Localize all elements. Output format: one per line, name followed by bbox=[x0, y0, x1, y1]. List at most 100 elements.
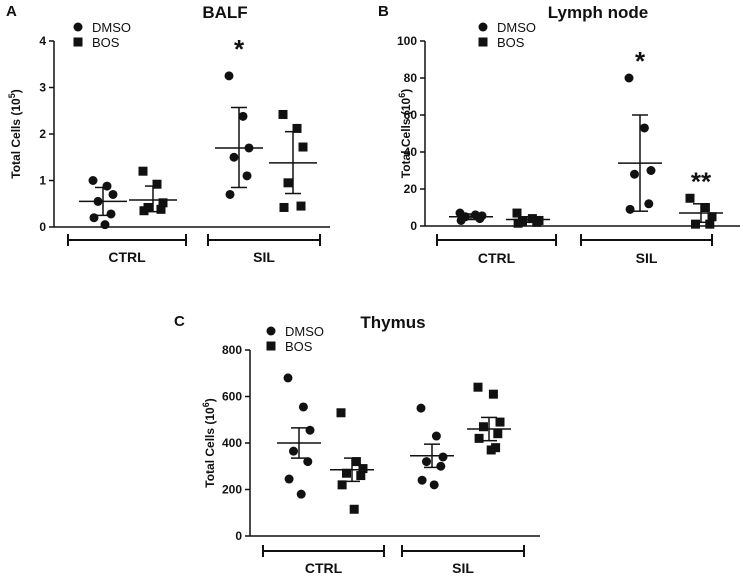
y-axis-label-close: ) bbox=[9, 89, 23, 93]
series-bos-ctrl bbox=[129, 166, 177, 216]
chart-title: Lymph node bbox=[548, 3, 648, 22]
series-dmso-sil bbox=[410, 403, 454, 490]
data-point-square bbox=[700, 203, 710, 212]
legend-marker-square bbox=[266, 341, 276, 351]
data-point-square bbox=[156, 204, 166, 214]
data-point-circle bbox=[639, 123, 649, 133]
data-point-circle bbox=[475, 214, 485, 224]
data-point-square bbox=[473, 382, 483, 392]
y-axis-label-exponent: 6 bbox=[201, 402, 211, 407]
y-axis-label-text: Total Cells bbox=[9, 119, 23, 179]
panel-c: C Thymus 0 200 400 600 800 Total Cells (106) DMS… bbox=[174, 313, 540, 576]
legend-marker-circle bbox=[266, 326, 276, 336]
data-point-square bbox=[351, 457, 361, 467]
y-tick-label: 800 bbox=[222, 343, 242, 357]
data-point-square bbox=[513, 218, 523, 228]
y-tick-label: 2 bbox=[39, 127, 46, 141]
group-label: CTRL bbox=[305, 560, 343, 576]
y-axis-label-paren: (10 bbox=[203, 407, 217, 428]
data-point-circle bbox=[225, 189, 235, 199]
legend-marker-square bbox=[73, 37, 83, 47]
y-tick-label: 40 bbox=[404, 145, 418, 159]
legend-marker-square bbox=[478, 37, 488, 47]
legend-label: BOS bbox=[285, 339, 313, 354]
y-axis-label: Total Cells (106) bbox=[201, 398, 217, 488]
y-axis-label-text: Total Cells bbox=[399, 118, 413, 178]
y-axis-label-paren: (10 bbox=[9, 98, 23, 119]
data-point-circle bbox=[89, 213, 99, 223]
group-label: CTRL bbox=[478, 250, 516, 266]
legend-label: DMSO bbox=[285, 324, 324, 339]
y-tick-label: 20 bbox=[404, 182, 418, 196]
data-point-square bbox=[337, 480, 347, 490]
data-point-square bbox=[491, 443, 501, 453]
data-point-circle bbox=[438, 452, 448, 462]
series-dmso-ctrl bbox=[277, 373, 321, 499]
legend-label: BOS bbox=[497, 35, 525, 50]
data-point-square bbox=[479, 422, 488, 432]
data-point-square bbox=[474, 433, 484, 443]
data-point-circle bbox=[106, 209, 116, 219]
data-point-square bbox=[342, 468, 351, 478]
data-point-circle bbox=[284, 474, 294, 484]
series-dmso-ctrl bbox=[449, 208, 493, 225]
data-point-circle bbox=[100, 220, 110, 230]
data-point-square bbox=[158, 198, 168, 208]
data-point-circle bbox=[646, 166, 656, 175]
series-dmso-sil: * bbox=[618, 46, 662, 214]
chart-title: BALF bbox=[202, 3, 247, 22]
y-tick-label: 4 bbox=[39, 34, 46, 48]
data-point-square bbox=[138, 166, 148, 176]
data-point-square bbox=[705, 219, 715, 229]
data-point-square bbox=[512, 208, 522, 218]
y-tick-label: 400 bbox=[222, 436, 242, 450]
series-bos-sil bbox=[467, 382, 511, 455]
data-point-circle bbox=[238, 111, 248, 121]
data-point-circle bbox=[229, 152, 239, 162]
series-bos-ctrl bbox=[506, 208, 550, 228]
y-axis-label-close: ) bbox=[203, 398, 217, 402]
data-point-square bbox=[278, 109, 288, 119]
group-label: SIL bbox=[253, 249, 275, 265]
group-label: SIL bbox=[452, 560, 474, 576]
legend-marker-circle bbox=[478, 22, 488, 32]
panel-letter: B bbox=[378, 3, 389, 20]
panel-letter: A bbox=[6, 3, 17, 20]
y-axis-label: Total Cells (106) bbox=[397, 89, 413, 179]
data-point-circle bbox=[305, 425, 315, 435]
data-point-circle bbox=[422, 457, 431, 467]
panel-letter: C bbox=[174, 313, 185, 330]
data-point-circle bbox=[283, 373, 293, 383]
significance-marker: * bbox=[234, 34, 245, 64]
data-point-circle bbox=[417, 475, 427, 485]
data-point-circle bbox=[102, 181, 112, 191]
y-axis-label-exponent: 6 bbox=[397, 93, 407, 98]
data-point-circle bbox=[303, 457, 313, 467]
data-point-square bbox=[139, 206, 149, 216]
y-axis-label-text: Total Cells bbox=[203, 428, 217, 488]
data-point-square bbox=[707, 212, 717, 222]
series-dmso-sil: * bbox=[215, 34, 263, 199]
data-point-circle bbox=[108, 189, 118, 199]
y-tick-label: 80 bbox=[404, 71, 418, 85]
y-tick-label: 3 bbox=[39, 81, 46, 95]
data-point-square bbox=[292, 123, 302, 133]
data-point-square bbox=[495, 417, 505, 427]
data-point-square bbox=[685, 193, 695, 203]
data-point-circle bbox=[644, 199, 654, 209]
y-tick-label: 0 bbox=[235, 529, 242, 543]
data-point-square bbox=[358, 464, 368, 474]
series-dmso-ctrl bbox=[79, 176, 127, 230]
data-point-circle bbox=[88, 176, 98, 185]
y-tick-label: 0 bbox=[39, 220, 46, 234]
series-bos-ctrl bbox=[330, 408, 374, 514]
data-point-square bbox=[298, 142, 308, 152]
data-point-circle bbox=[296, 489, 306, 499]
y-tick-label: 200 bbox=[222, 483, 242, 497]
significance-marker: ** bbox=[691, 166, 712, 196]
data-point-square bbox=[336, 408, 346, 418]
data-point-square bbox=[493, 429, 503, 439]
y-axis-label: Total Cells (105) bbox=[7, 89, 23, 179]
data-point-circle bbox=[630, 169, 639, 179]
